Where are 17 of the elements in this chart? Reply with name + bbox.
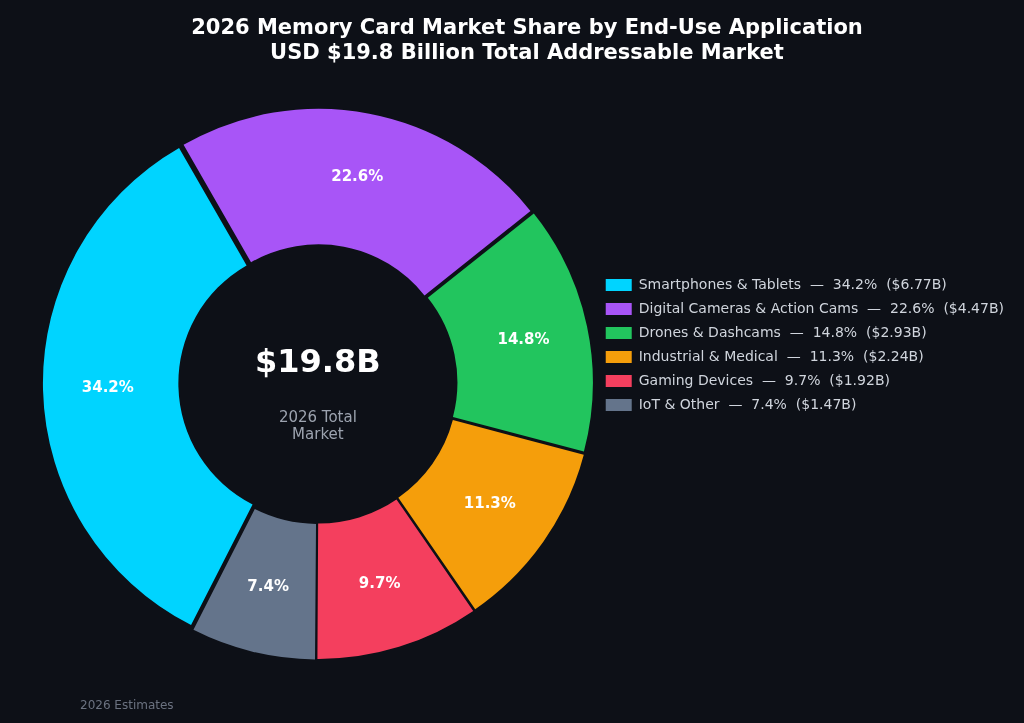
text: $19.8B (255, 341, 381, 380)
chart-title: 2026 Memory Card Market Share by End-Use Application (191, 15, 863, 40)
data-label: 9.7% (358, 573, 401, 592)
legend-label: Gaming Devices — 9.7% ($1.92B) (638, 371, 890, 388)
chart-subtitle: USD $19.8 Billion Total Addressable Market (270, 40, 784, 65)
data-label: 14.8% (497, 329, 550, 348)
legend-label: Smartphones & Tablets — 34.2% ($6.77B) (638, 275, 947, 292)
data-label: 34.2% (81, 378, 134, 397)
legend-label: Digital Cameras & Action Cams — 22.6% ($4.47B) (638, 299, 1005, 316)
text: 2026 Total Market (278, 408, 357, 444)
legend-label: Industrial & Medical — 11.3% ($2.24B) (638, 347, 924, 364)
legend-label: Drones & Dashcams — 14.8% ($2.93B) (638, 323, 927, 340)
text: 2026 Estimates (80, 698, 174, 712)
data-label: 22.6% (331, 166, 384, 185)
legend-label: IoT & Other — 7.4% ($1.47B) (638, 395, 857, 412)
data-label: 11.3% (463, 493, 516, 512)
data-label: 7.4% (247, 577, 289, 596)
